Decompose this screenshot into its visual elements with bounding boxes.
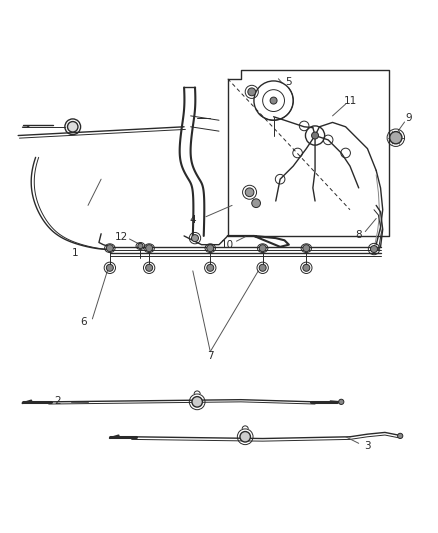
Text: 4: 4 [190, 215, 196, 225]
Circle shape [191, 235, 198, 241]
Circle shape [240, 432, 251, 442]
Text: 3: 3 [364, 440, 371, 450]
Circle shape [303, 245, 310, 252]
Text: 9: 9 [406, 113, 412, 123]
Circle shape [259, 264, 266, 271]
Circle shape [207, 245, 214, 252]
Circle shape [303, 264, 310, 271]
Text: 1: 1 [71, 248, 78, 259]
Text: 7: 7 [207, 351, 214, 360]
Circle shape [371, 246, 378, 253]
Circle shape [390, 132, 402, 144]
Text: 11: 11 [343, 95, 357, 106]
Circle shape [207, 264, 214, 271]
Circle shape [259, 245, 266, 252]
Circle shape [67, 122, 78, 132]
Circle shape [106, 264, 113, 271]
Circle shape [146, 245, 152, 252]
Circle shape [311, 132, 318, 139]
Circle shape [339, 399, 344, 405]
Circle shape [138, 244, 143, 248]
Circle shape [192, 397, 202, 407]
Text: 8: 8 [355, 230, 362, 240]
Circle shape [398, 433, 403, 439]
Text: 12: 12 [115, 232, 128, 242]
Circle shape [245, 188, 254, 197]
Circle shape [252, 199, 261, 207]
Text: 2: 2 [54, 396, 61, 406]
Circle shape [270, 97, 277, 104]
Text: 10: 10 [221, 240, 234, 249]
Text: 5: 5 [286, 77, 292, 87]
Circle shape [248, 88, 256, 96]
Circle shape [146, 264, 152, 271]
Circle shape [106, 245, 113, 252]
Text: 6: 6 [80, 317, 87, 327]
